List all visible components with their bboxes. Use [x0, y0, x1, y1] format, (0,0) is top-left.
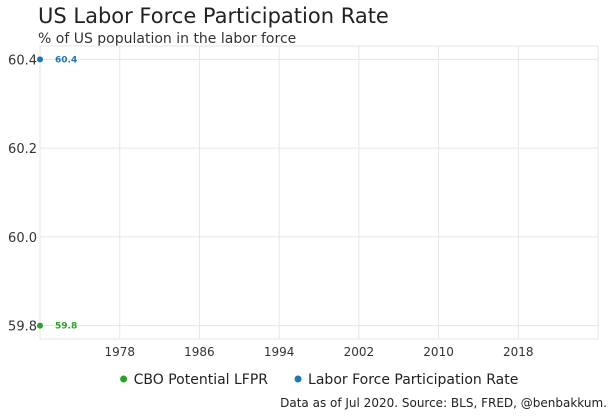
data-point-0-0 — [37, 322, 43, 329]
y-tick-label-2: 60.2 — [8, 142, 37, 157]
y-tick-label-1: 60.0 — [8, 231, 37, 246]
legend-item-1: Labor Force Participation Rate — [294, 372, 518, 388]
legend-item-0: CBO Potential LFPR — [120, 372, 268, 388]
source-note: Data as of Jul 2020. Source: BLS, FRED, … — [280, 396, 607, 410]
x-tick-label-1986: 1986 — [184, 345, 215, 359]
chart-title: US Labor Force Participation Rate — [38, 4, 389, 28]
x-tick-label-1978: 1978 — [104, 345, 135, 359]
x-tick-label-2010: 2010 — [423, 345, 454, 359]
legend-marker-1 — [294, 375, 302, 383]
y-tick-label-0: 59.8 — [8, 320, 37, 335]
chart-subtitle: % of US population in the labor force — [38, 31, 297, 47]
legend-marker-0 — [120, 375, 128, 383]
x-tick-label-2002: 2002 — [344, 345, 375, 359]
legend-label-1: Labor Force Participation Rate — [308, 372, 518, 388]
legend-label-0: CBO Potential LFPR — [134, 372, 269, 388]
y-tick-label-3: 60.4 — [8, 53, 37, 68]
data-label-0-0: 59.8 — [55, 322, 77, 332]
x-tick-label-1994: 1994 — [264, 345, 295, 359]
plot-area — [39, 45, 599, 340]
x-tick-label-2018: 2018 — [503, 345, 534, 359]
data-label-1-0: 60.4 — [55, 55, 77, 65]
data-point-1-0 — [37, 56, 43, 63]
